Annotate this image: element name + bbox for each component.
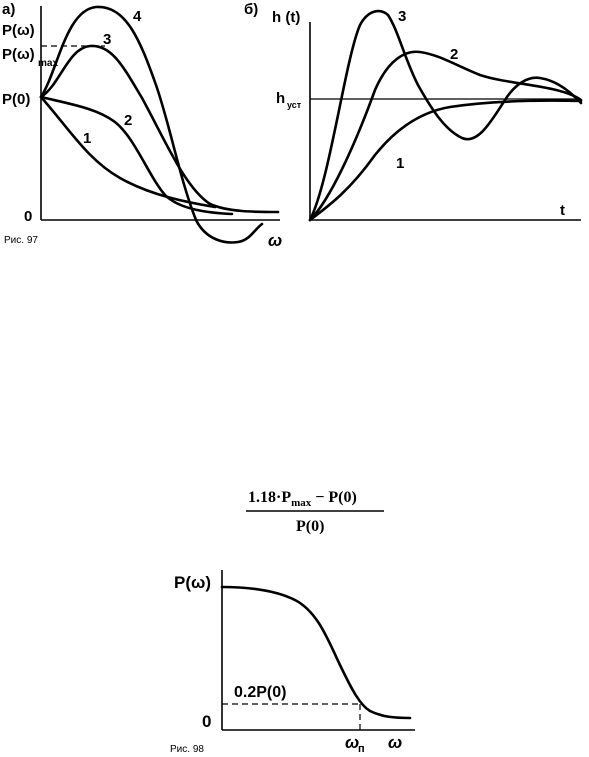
- panel-a-y-label-p-omega: P(ω): [2, 22, 35, 39]
- formula-denominator: P(0): [296, 518, 324, 535]
- panel-b-curve-1-label: 1: [396, 155, 404, 172]
- panel-b-h-steady-subscript: уст: [287, 100, 302, 110]
- figure-97-caption: Рис. 97: [4, 235, 38, 246]
- formula-numerator: 1.18·Pmax − P(0): [248, 489, 357, 509]
- panel-b-curve-1: [308, 99, 583, 222]
- panel-b-tag: б): [244, 1, 258, 18]
- panel-b-curve-2: [308, 50, 583, 222]
- panel-a-tag: а): [2, 1, 15, 18]
- panel-b-x-label-t: t: [560, 202, 565, 219]
- panel-a-curve-1: [39, 95, 217, 209]
- figure-98-caption: Рис. 98: [170, 744, 204, 755]
- fig98-x-label-omega: ω: [388, 733, 402, 752]
- panel-a-x-label-omega: ω: [268, 231, 282, 250]
- fig98-x-tick-subscript: п: [358, 743, 365, 755]
- fig98-y-label: P(ω): [174, 573, 211, 592]
- panel-a-curve-4-label: 4: [133, 8, 142, 25]
- panel-a-curve-3: [39, 44, 280, 214]
- panel-a-curve-2: [39, 95, 234, 216]
- fig98-level-label: 0.2P(0): [234, 684, 286, 701]
- panel-a-curve-3-label: 3: [103, 31, 111, 48]
- panel-a-curve-1-label: 1: [83, 130, 91, 147]
- fig98-zero-label: 0: [202, 712, 211, 731]
- panel-a-curve-2-label: 2: [124, 112, 132, 129]
- panel-a-y-label-p0: P(0): [2, 91, 30, 108]
- panel-b-y-label: h (t): [272, 9, 300, 26]
- formula: 1.18·Pmax − P(0) P(0): [246, 489, 384, 535]
- fig98-curve: [220, 585, 412, 720]
- panel-a-y-label-max-subscript: max: [38, 58, 58, 69]
- panel-b-curve-2-label: 2: [450, 46, 458, 63]
- panel-b-h-steady-label: h: [276, 90, 285, 107]
- panel-a-y-label-p-omega-max: P(ω): [2, 46, 35, 63]
- panel-a-y-label-zero: 0: [24, 208, 32, 225]
- panel-b-curve-3-label: 3: [398, 8, 406, 25]
- panel-b-curve-3: [308, 9, 583, 222]
- figure-98: P(ω) 0 0.2P(0) ω п ω Рис. 98: [170, 570, 415, 755]
- fig98-x-tick-omega-p: ω: [345, 733, 359, 752]
- panel-b: б) h (t) h уст t 1 2 3: [244, 1, 583, 222]
- panel-a-curve-4: [39, 5, 264, 244]
- panel-a: а) P(ω) P(ω) max P(0) 0 ω 1 2 3 4 Рис. 9…: [2, 1, 282, 250]
